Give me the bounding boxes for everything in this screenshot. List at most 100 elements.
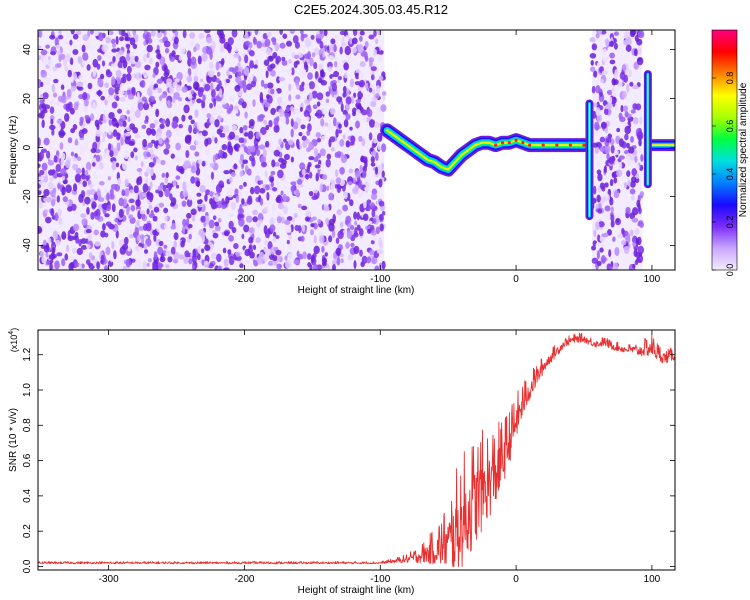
noise-blob: [118, 129, 123, 134]
noise-blob: [221, 143, 228, 151]
noise-blob: [126, 109, 130, 115]
noise-blob: [112, 147, 118, 157]
noise-blob: [364, 41, 369, 49]
noise-blob: [595, 107, 601, 117]
noise-blob: [194, 109, 199, 118]
noise-blob: [308, 171, 313, 179]
noise-blob: [288, 59, 292, 64]
noise-blob: [599, 247, 604, 253]
noise-blob: [374, 38, 379, 45]
noise-blob: [322, 174, 328, 180]
noise-blob: [335, 128, 339, 138]
noise-blob: [150, 209, 154, 216]
noise-blob: [308, 141, 315, 151]
noise-blob: [38, 176, 44, 181]
noise-blob: [608, 249, 612, 258]
noise-blob: [282, 193, 287, 202]
noise-blob: [160, 118, 166, 125]
noise-blob: [126, 65, 132, 74]
noise-blob: [72, 223, 80, 232]
noise-blob: [274, 42, 280, 52]
noise-blob: [163, 40, 171, 48]
noise-blob: [122, 243, 129, 250]
noise-blob: [187, 229, 194, 234]
noise-blob: [342, 85, 347, 93]
noise-blob: [52, 92, 58, 98]
noise-blob: [116, 142, 121, 152]
noise-blob: [66, 244, 70, 253]
noise-blob: [608, 96, 613, 104]
noise-blob: [354, 184, 359, 192]
noise-blob: [224, 131, 229, 139]
noise-blob: [228, 95, 234, 102]
noise-blob: [634, 260, 639, 266]
noise-blob: [244, 31, 249, 40]
noise-blob: [143, 40, 147, 46]
noise-blob: [168, 113, 173, 121]
noise-blob: [124, 178, 129, 187]
noise-blob: [233, 242, 239, 250]
noise-blob: [155, 49, 161, 54]
noise-blob: [622, 105, 629, 112]
noise-blob: [97, 197, 105, 203]
noise-blob: [200, 78, 204, 83]
noise-blob: [625, 36, 632, 46]
noise-blob: [85, 238, 89, 244]
noise-blob: [118, 50, 124, 56]
noise-blob: [292, 216, 296, 224]
noise-blob: [226, 69, 230, 77]
noise-blob: [239, 126, 244, 134]
noise-blob: [67, 101, 73, 111]
noise-blob: [216, 104, 222, 110]
noise-blob: [151, 129, 157, 136]
noise-blob: [247, 130, 254, 140]
noise-blob: [614, 103, 619, 110]
noise-blob: [79, 145, 86, 155]
noise-blob: [138, 175, 143, 185]
noise-blob: [143, 243, 148, 250]
noise-blob: [313, 245, 320, 254]
noise-blob: [310, 254, 315, 263]
noise-blob: [134, 259, 141, 268]
noise-blob: [187, 100, 194, 107]
noise-blob: [40, 110, 45, 119]
noise-blob: [375, 85, 381, 94]
noise-blob: [255, 131, 260, 140]
noise-blob: [49, 34, 56, 40]
noise-blob: [161, 172, 166, 178]
noise-blob: [128, 198, 135, 204]
noise-blob: [218, 180, 225, 189]
noise-blob: [238, 193, 243, 203]
noise-blob: [609, 265, 613, 270]
noise-blob: [85, 228, 92, 234]
noise-blob: [212, 215, 217, 221]
noise-blob: [259, 91, 264, 101]
noise-blob: [120, 136, 124, 146]
noise-blob: [212, 154, 216, 164]
noise-blob: [357, 91, 363, 100]
noise-blob: [264, 38, 271, 48]
noise-blob: [197, 55, 202, 65]
noise-blob: [60, 168, 67, 177]
noise-blob: [323, 30, 328, 37]
noise-blob: [604, 104, 609, 110]
noise-blob: [311, 216, 317, 221]
noise-blob: [234, 188, 239, 196]
noise-blob: [633, 238, 637, 243]
noise-blob: [339, 221, 344, 228]
noise-blob: [164, 176, 169, 184]
noise-blob: [229, 176, 233, 183]
noise-blob: [271, 37, 277, 43]
noise-blob: [302, 139, 308, 149]
noise-blob: [288, 139, 294, 146]
noise-blob: [94, 174, 98, 181]
noise-blob: [94, 162, 101, 170]
spectrogram-x-tick-label: -100: [370, 274, 390, 285]
noise-blob: [204, 260, 209, 265]
noise-blob: [163, 244, 168, 249]
noise-blob: [266, 31, 272, 37]
spectrogram-x-tick-label: -300: [99, 274, 119, 285]
noise-blob: [113, 250, 117, 260]
noise-blob: [276, 212, 282, 217]
noise-blob: [212, 232, 219, 239]
